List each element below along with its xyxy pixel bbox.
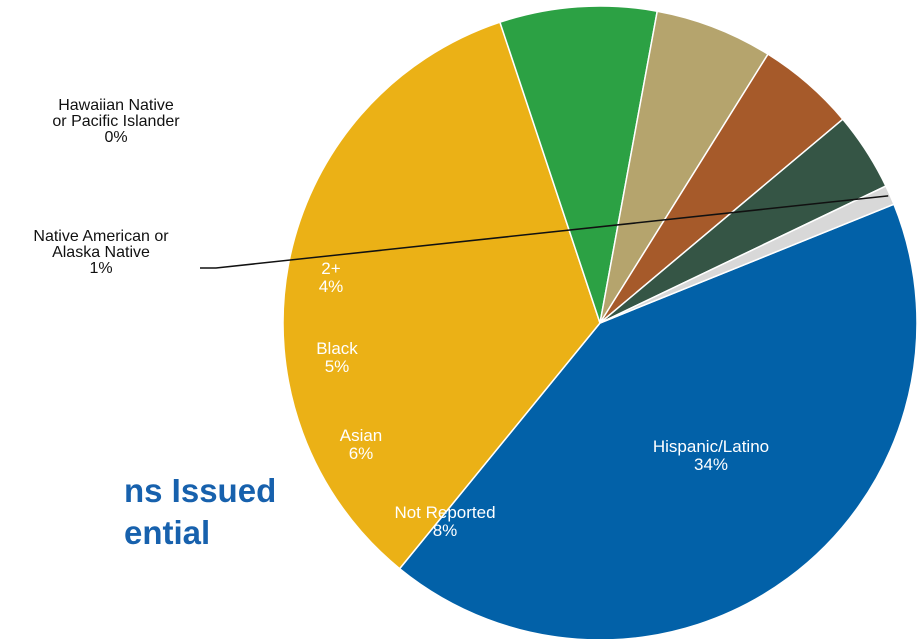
slice-name-2: 2+ [321,259,340,278]
slice-name-asian: Asian [340,426,383,445]
title-fragment-1: ns Issued [124,472,277,509]
slice-name-hispanic-latino: Hispanic/Latino [653,437,769,456]
slice-label-2: 2+ 4% [319,259,344,296]
slice-asian [599,10,770,324]
slice-native-american-or-alaska-native [599,185,895,324]
slice-value-not-reported: 8% [433,521,458,540]
slice-label-black: Black 5% [316,339,358,376]
slice-value-black: 5% [325,357,350,376]
leader-line-native-american-or-alaska-native [200,195,889,269]
slice-value-2: 4% [319,277,344,296]
slice-name-black: Black [316,339,358,358]
outside-label-native-american-or-alaska-native: Native American or Alaska Native 1% [33,228,169,277]
slice-value-hispanic-latino: 34% [694,455,728,474]
slice-not-reported [498,5,659,324]
slice-name-not-reported: Not Reported [394,503,495,522]
slice-hispanic-latino [282,21,601,570]
slice-value-asian: 6% [349,444,374,463]
title-fragment-2: ential [124,514,211,551]
outside-label-hawaiian-native-or-pacific-islander: Hawaiian Native or Pacific Islander 0% [52,97,180,146]
slice-label-hispanic-latino: Hispanic/Latino 34% [653,437,769,474]
slice-white [398,203,918,639]
slice-label-not-reported: Not Reported 8% [394,503,495,540]
slice-label-asian: Asian 6% [340,426,383,463]
